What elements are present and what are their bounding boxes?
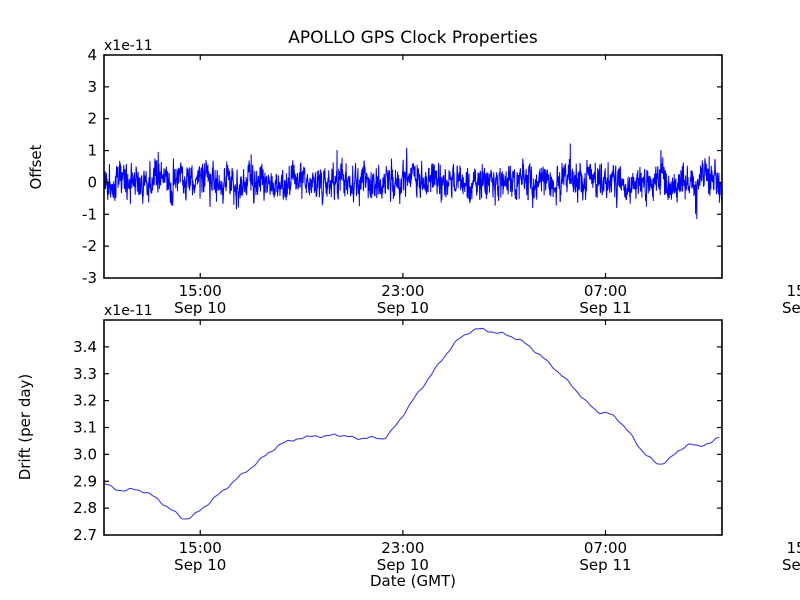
x-tick-label-time: 23:00: [381, 282, 424, 300]
x-tick-label-time: 15:00: [179, 539, 222, 557]
drift-exponent-label: x1e-11: [104, 303, 153, 319]
y-tick-label: 2: [87, 110, 97, 128]
page-title: APOLLO GPS Clock Properties: [288, 28, 538, 48]
x-tick-label-date: Sep 10: [174, 299, 226, 317]
x-tick-label-date: Sep 11: [782, 299, 800, 317]
x-tick-label-date: Sep 10: [377, 299, 429, 317]
x-tick-label-time: 15:00: [786, 282, 800, 300]
y-tick-label: 2.7: [73, 526, 97, 544]
y-tick-label: 4: [87, 46, 97, 64]
x-tick-label-date: Sep 10: [377, 556, 429, 574]
drift-tick-marks: [104, 320, 722, 536]
x-tick-label-time: 15:00: [786, 539, 800, 557]
y-tick-label: 3.2: [73, 392, 97, 410]
x-tick-label-time: 07:00: [584, 282, 627, 300]
y-tick-label: 0: [87, 173, 97, 191]
x-tick-label-date: Sep 11: [782, 556, 800, 574]
x-tick-label-time: 15:00: [179, 282, 222, 300]
offset-series-line: [104, 143, 722, 220]
y-tick-label: 3: [87, 78, 97, 96]
drift-series-line: [104, 327, 720, 520]
y-tick-label: 3.0: [73, 445, 97, 463]
y-tick-label: -3: [82, 269, 97, 287]
y-tick-label: 3.3: [73, 365, 97, 383]
offset-axis-label: Offset: [27, 144, 45, 189]
x-tick-label-date: Sep 11: [579, 556, 631, 574]
y-tick-label: 2.9: [73, 472, 97, 490]
x-tick-label-date: Sep 11: [579, 299, 631, 317]
offset-ytick-labels: -3 -2 -1 0 1 2 3 4: [82, 46, 97, 287]
y-tick-label: 2.8: [73, 499, 97, 517]
x-axis-label: Date (GMT): [370, 572, 456, 590]
x-tick-label-time: 07:00: [584, 539, 627, 557]
drift-ytick-labels: 2.7 2.8 2.9 3.0 3.1 3.2 3.3 3.4: [73, 338, 97, 544]
offset-tick-marks: [104, 54, 722, 279]
offset-exponent-label: x1e-11: [104, 38, 153, 54]
x-tick-label-date: Sep 10: [174, 556, 226, 574]
drift-axis-label: Drift (per day): [16, 374, 34, 481]
y-tick-label: -2: [82, 237, 97, 255]
y-tick-label: 3.1: [73, 419, 97, 437]
y-tick-label: -1: [82, 205, 97, 223]
x-tick-label-time: 23:00: [381, 539, 424, 557]
y-tick-label: 1: [87, 142, 97, 160]
y-tick-label: 3.4: [73, 338, 97, 356]
